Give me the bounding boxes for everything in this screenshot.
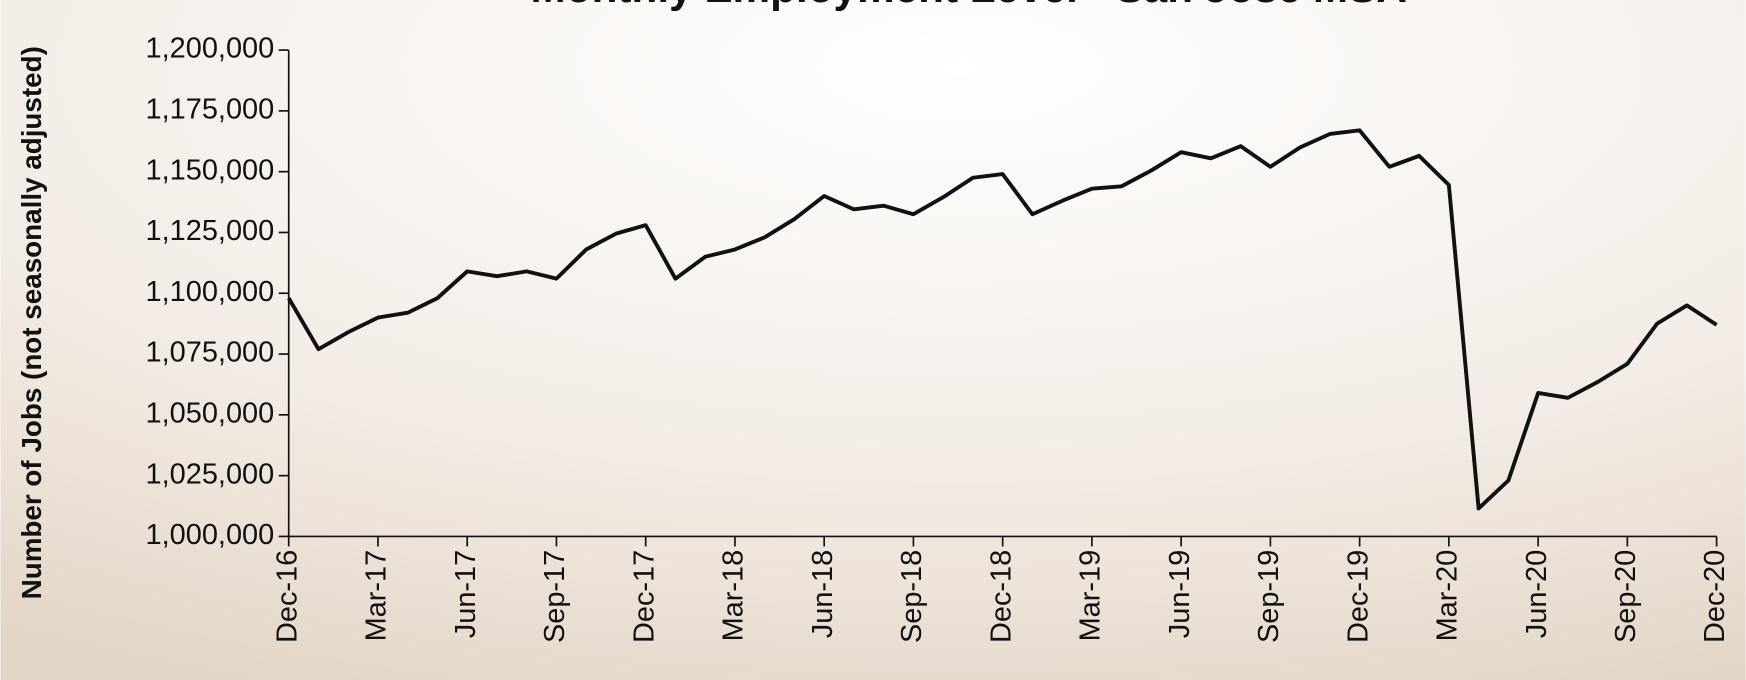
x-tick-label: Jun-19 — [1164, 550, 1196, 638]
y-tick-label: 1,025,000 — [146, 458, 275, 490]
y-tick-label: 1,175,000 — [146, 94, 275, 126]
x-tick-label: Sep-18 — [896, 550, 928, 643]
chart: Monthly Employment Level - San Jose MSA … — [0, 0, 1746, 680]
x-tick-label: Dec-17 — [628, 550, 660, 643]
x-tick-label: Mar-20 — [1432, 550, 1464, 642]
y-tick-label: 1,050,000 — [146, 397, 275, 429]
y-tick-label: 1,150,000 — [146, 154, 275, 186]
y-tick-label: 1,075,000 — [146, 337, 275, 369]
x-tick-label: Jun-20 — [1521, 550, 1553, 638]
x-tick-label: Dec-19 — [1342, 550, 1374, 643]
x-tick-label: Dec-16 — [271, 550, 303, 643]
chart-title: Monthly Employment Level - San Jose MSA — [531, 0, 1407, 11]
y-axis-label: Number of Jobs (not seasonally adjusted) — [16, 46, 47, 599]
y-tick-label: 1,000,000 — [146, 519, 275, 551]
x-tick-label: Sep-20 — [1610, 550, 1642, 643]
x-tick-label: Dec-20 — [1699, 550, 1731, 643]
x-tick-label: Dec-18 — [985, 550, 1017, 643]
x-tick-label: Mar-17 — [361, 550, 393, 642]
y-tick-label: 1,100,000 — [146, 276, 275, 308]
x-tick-label: Jun-18 — [807, 550, 839, 638]
x-tick-label: Sep-17 — [539, 550, 571, 643]
x-tick-label: Sep-19 — [1253, 550, 1285, 643]
x-tick-label: Mar-18 — [718, 550, 750, 642]
y-tick-label: 1,200,000 — [146, 33, 275, 65]
x-tick-label: Jun-17 — [450, 550, 482, 638]
x-tick-label: Mar-19 — [1075, 550, 1107, 642]
y-tick-label: 1,125,000 — [146, 215, 275, 247]
